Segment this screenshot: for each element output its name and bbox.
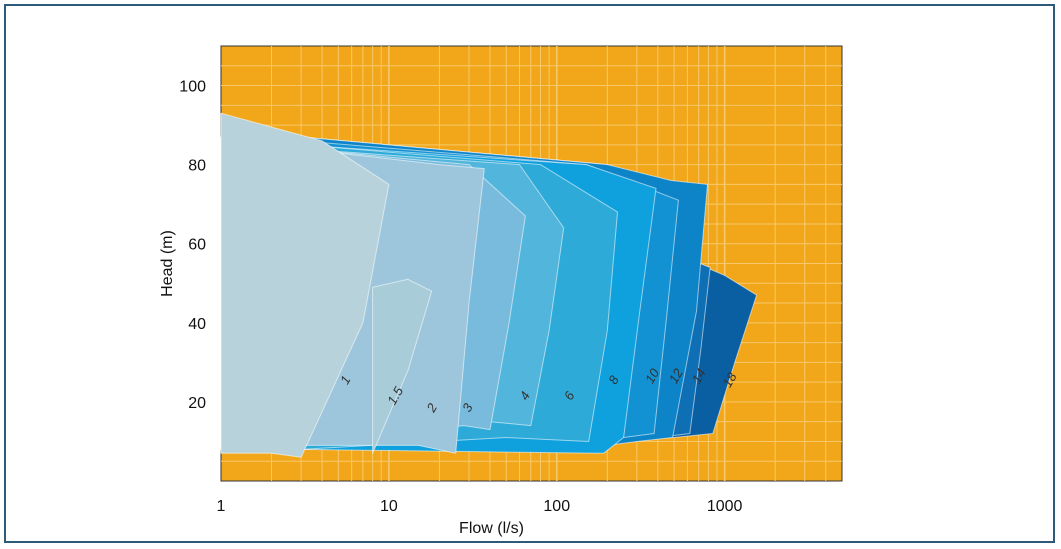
y-tick-label: 100 — [179, 79, 206, 96]
x-axis-label: Flow (l/s) — [459, 520, 524, 537]
y-tick-label: 60 — [188, 237, 206, 254]
y-axis-label: Head (m) — [159, 230, 176, 297]
y-tick-label: 40 — [188, 316, 206, 333]
x-tick-label: 10 — [380, 498, 398, 515]
performance-areas — [220, 112, 758, 458]
y-tick-label: 20 — [188, 395, 206, 412]
x-tick-label: 1000 — [707, 498, 743, 515]
x-tick-label: 100 — [543, 498, 570, 515]
axis-ticks: 1 10 100 1000 20 40 60 80 100 — [179, 79, 742, 515]
x-tick-label: 1 — [217, 498, 226, 515]
y-tick-label: 80 — [188, 158, 206, 175]
series-labels: 11.52 34 68 10 12 14 18 — [337, 365, 740, 415]
area-1 — [220, 112, 390, 458]
series-label: 14 — [689, 366, 709, 386]
area-1-5 — [372, 278, 433, 454]
